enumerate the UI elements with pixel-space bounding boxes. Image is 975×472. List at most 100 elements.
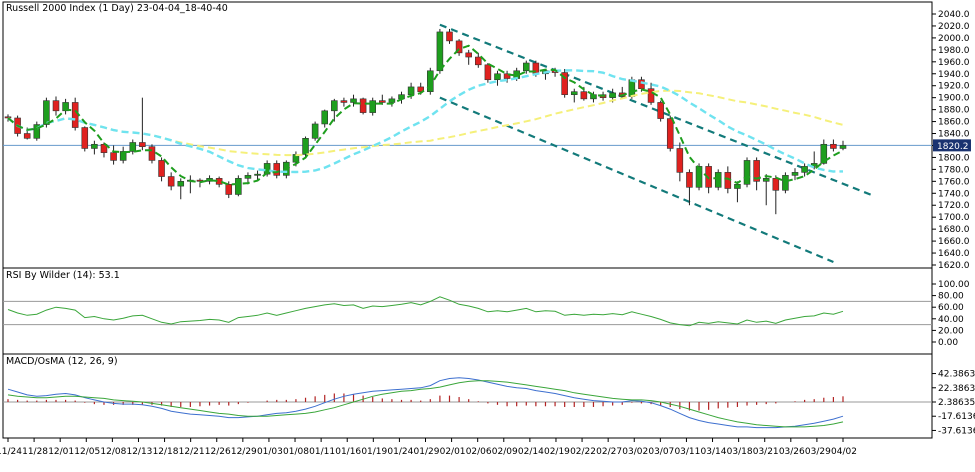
candle-up xyxy=(177,181,185,187)
price-tick-label: 1660.0 xyxy=(938,237,970,247)
date-tick-label: 01/24 xyxy=(387,447,413,457)
candle-up xyxy=(523,62,530,72)
date-tick-label: 02/22 xyxy=(570,447,596,457)
macd-tick-label: -17.61365 xyxy=(938,412,975,422)
price-tick-label: 2020.0 xyxy=(938,22,970,32)
rsi-panel xyxy=(2,267,933,355)
date-tick-label: 02/01 xyxy=(440,447,466,457)
rsi-line xyxy=(7,296,844,327)
date-tick-label: 01/08 xyxy=(283,447,309,457)
candle-up xyxy=(436,31,444,72)
candle-down xyxy=(705,166,712,188)
candle-down xyxy=(686,172,693,188)
candle-up xyxy=(254,173,261,176)
candle-up xyxy=(782,175,789,191)
price-tick-label: 1960.0 xyxy=(938,58,970,68)
candle-down xyxy=(638,79,645,90)
sma-short-line xyxy=(7,44,844,186)
candle-down xyxy=(484,64,492,81)
price-tick-label: 1900.0 xyxy=(938,94,970,104)
candle-up xyxy=(43,100,50,125)
candle-down xyxy=(503,73,511,79)
candle-up xyxy=(263,163,271,175)
candle-down xyxy=(465,52,472,58)
candle-up xyxy=(91,143,98,149)
candle-down xyxy=(158,160,165,177)
date-tick-label: 01/19 xyxy=(361,447,387,457)
date-tick-label: 11/28 xyxy=(22,447,48,457)
rsi-label: RSI By Wilder (14): 53.1 xyxy=(6,270,120,281)
date-tick-label: 11/24 xyxy=(0,447,22,457)
price-tick-label: 1680.0 xyxy=(938,225,970,235)
date-tick-label: 01/29 xyxy=(414,447,440,457)
candle-down xyxy=(446,31,453,42)
candle-up xyxy=(235,178,242,195)
candle-down xyxy=(676,148,684,173)
date-tick-label: 03/18 xyxy=(727,447,753,457)
last-price-label: 1820.2 xyxy=(937,142,969,152)
candle-down xyxy=(273,163,281,176)
price-tick-label: 1800.0 xyxy=(938,153,970,163)
macd-panel xyxy=(2,353,933,439)
macd-line xyxy=(7,377,844,429)
date-tick-label: 03/29 xyxy=(805,447,831,457)
candle-down xyxy=(666,118,674,149)
candle-down xyxy=(475,56,482,66)
candle-up xyxy=(427,70,434,92)
candle-up xyxy=(369,100,376,113)
candle-down xyxy=(167,176,175,187)
price-tick-label: 1840.0 xyxy=(938,130,970,140)
chart-title: Russell 2000 Index (1 Day) 23-04-04_18-4… xyxy=(6,3,228,14)
date-tick-label: 03/02 xyxy=(622,447,648,457)
candle-down xyxy=(148,146,156,161)
candle-up xyxy=(762,178,770,182)
trend-channel xyxy=(439,23,873,264)
date-tick-label: 04/02 xyxy=(831,447,857,457)
price-tick-label: 1740.0 xyxy=(938,189,970,199)
macd-tick-label: 42.38635 xyxy=(938,370,975,380)
rsi-tick-label: 0.00 xyxy=(938,338,958,348)
date-tick-label: 03/07 xyxy=(648,447,674,457)
candle-up xyxy=(331,100,338,112)
candle-down xyxy=(71,102,79,128)
candle-up xyxy=(302,138,309,155)
price-tick-label: 1720.0 xyxy=(938,201,970,211)
price-tick-label: 1980.0 xyxy=(938,46,970,56)
date-tick-label: 12/29 xyxy=(231,447,257,457)
candle-down xyxy=(455,40,463,54)
chart-panels xyxy=(2,1,933,439)
price-tick-label: 1940.0 xyxy=(938,70,970,80)
price-tick-label: 1860.0 xyxy=(938,118,970,128)
price-tick-label: 2000.0 xyxy=(938,34,970,44)
rsi-tick-label: 20.00 xyxy=(938,326,964,336)
candle-up xyxy=(791,172,799,176)
price-tick-label: 1620.0 xyxy=(938,261,970,271)
date-axis: 11/2411/2812/0112/0512/0812/1312/1812/21… xyxy=(0,438,857,457)
macd-tick-label: -37.61365 xyxy=(938,426,975,436)
candle-down xyxy=(4,116,12,119)
date-tick-label: 02/27 xyxy=(596,447,622,457)
candle-down xyxy=(580,91,588,100)
channel-upper-line xyxy=(439,23,873,197)
candle-up xyxy=(820,143,828,164)
date-tick-label: 12/01 xyxy=(48,447,74,457)
candle-up xyxy=(321,110,328,125)
date-tick-label: 12/18 xyxy=(153,447,179,457)
date-tick-label: 03/21 xyxy=(753,447,779,457)
candle-down xyxy=(23,133,31,139)
candle-down xyxy=(359,98,367,113)
candle-up xyxy=(714,172,722,188)
candle-up xyxy=(350,98,357,103)
signal-line xyxy=(7,380,844,428)
candle-up xyxy=(494,73,501,81)
candle-up xyxy=(743,160,751,185)
candle-up xyxy=(33,124,41,139)
date-tick-label: 12/26 xyxy=(205,447,231,457)
candle-down xyxy=(81,127,89,149)
date-tick-label: 12/21 xyxy=(179,447,205,457)
date-tick-label: 03/11 xyxy=(674,447,700,457)
price-tick-label: 1920.0 xyxy=(938,82,970,92)
macd-label: MACD/OsMA (12, 26, 9) xyxy=(6,356,118,367)
